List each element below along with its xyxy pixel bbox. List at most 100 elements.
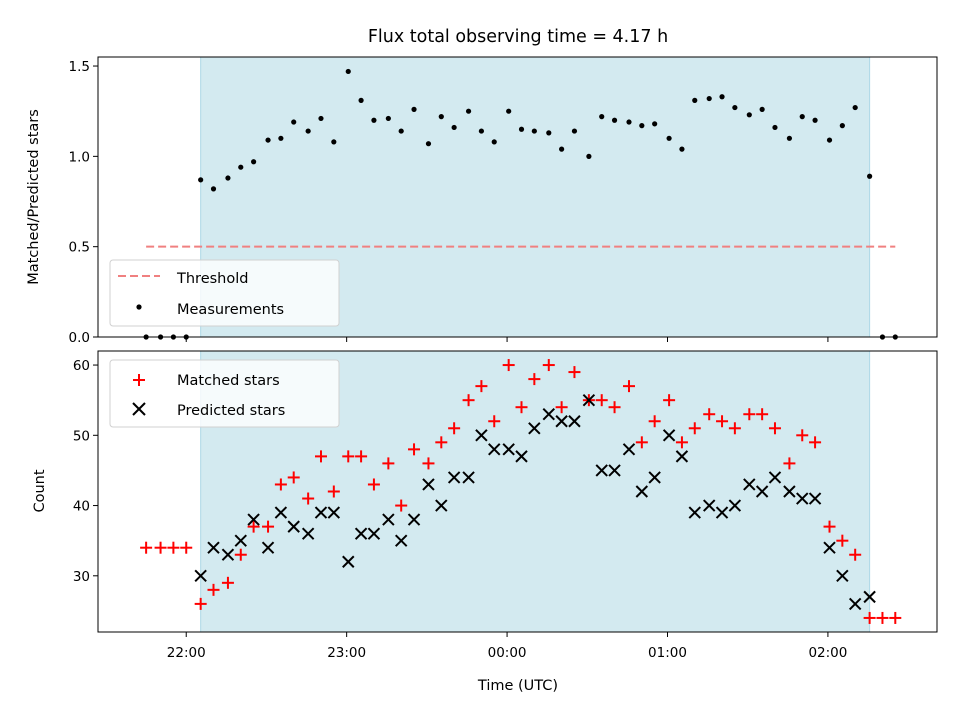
predicted-star-marker <box>635 485 649 498</box>
count-axes-frame <box>97 350 938 633</box>
predicted-star-marker <box>755 485 769 498</box>
x-tick-label: 23:00 <box>327 645 366 661</box>
measurement-point <box>812 117 818 123</box>
predicted-star-marker <box>783 485 796 498</box>
predicted-star-marker <box>863 590 876 604</box>
predicted-star-marker <box>702 499 716 512</box>
predicted-star-marker <box>528 422 541 435</box>
matched-star-marker <box>180 541 193 554</box>
matched-star-marker <box>435 436 448 449</box>
measurement-point <box>571 128 578 134</box>
predicted-stars-legend-label: Predicted stars <box>177 403 285 419</box>
measurement-point <box>478 128 485 134</box>
predicted-star-marker <box>422 478 435 491</box>
measurements-legend-label: Measurements <box>177 302 284 318</box>
measurement-point <box>331 139 337 145</box>
count-y-axis-label: Count <box>32 469 48 512</box>
matched-star-marker <box>836 534 849 547</box>
predicted-star-marker <box>796 492 809 505</box>
matched-star-marker <box>287 471 300 484</box>
matched-star-marker <box>367 478 380 491</box>
predicted-star-marker <box>327 506 341 519</box>
measurement-point <box>867 173 873 179</box>
matched-star-marker <box>768 422 781 435</box>
measurement-point <box>679 146 685 152</box>
x-axis-label: Time (UTC) <box>477 678 558 694</box>
matched-star-marker <box>716 415 729 428</box>
x-tick-label: 01:00 <box>648 645 687 661</box>
matched-star-marker <box>342 450 355 463</box>
matched-star-marker <box>876 611 889 624</box>
predicted-star-marker <box>648 471 661 484</box>
predicted-star-marker <box>261 541 275 554</box>
matched-star-marker <box>756 408 769 421</box>
threshold-legend-label: Threshold <box>176 271 248 287</box>
predicted-star-marker <box>234 534 247 547</box>
measurement-point <box>318 115 324 122</box>
matched-star-marker <box>234 548 247 561</box>
predicted-star-marker <box>568 415 581 428</box>
matched-star-marker <box>395 499 408 512</box>
ratio-axes-frame <box>97 56 938 338</box>
predicted-star-marker <box>354 527 368 540</box>
count-y-ticks: 30 40 50 60 <box>73 358 98 585</box>
matched-star-marker <box>302 492 315 505</box>
ratio-legend: Threshold Measurements <box>109 259 340 327</box>
measurement-point <box>265 137 271 143</box>
count-panel: 30 40 50 60 22:00 23:00 00:00 01:00 02:00 Count… <box>32 350 938 694</box>
matched-star-marker <box>675 436 688 449</box>
matched-star-marker <box>327 485 340 498</box>
predicted-star-marker <box>435 499 448 512</box>
ratio-y-ticks: 0.0 0.5 1.0 1.5 <box>69 59 98 346</box>
measurement-point <box>438 114 444 120</box>
predicted-star-marker <box>743 478 756 491</box>
measurement-point <box>225 175 231 181</box>
predicted-star-marker <box>475 429 488 442</box>
measurement-point <box>518 126 525 132</box>
x-tick-label: 00:00 <box>488 645 527 661</box>
ratio-legend-box <box>109 259 340 327</box>
measurement-point <box>546 130 552 136</box>
measurement-point <box>210 186 217 192</box>
matched-star-marker <box>889 611 902 624</box>
matched-star-marker <box>382 457 395 470</box>
matched-star-marker <box>635 436 648 449</box>
measurement-point <box>198 177 204 183</box>
predicted-star-marker <box>582 393 596 407</box>
predicted-star-marker <box>207 541 220 554</box>
count-x-ticks: 22:00 23:00 00:00 01:00 02:00 <box>167 632 847 661</box>
measurement-point <box>626 119 632 125</box>
matched-star-marker <box>809 436 822 449</box>
matched-star-marker <box>688 422 701 435</box>
measurement-point <box>652 121 658 127</box>
matched-star-marker <box>355 450 368 463</box>
count-y-tick-label: 60 <box>73 358 90 374</box>
matched-star-marker <box>542 359 555 372</box>
predicted-star-marker <box>314 506 328 519</box>
matched-star-marker <box>262 520 275 533</box>
ratio-y-tick-label: 1.0 <box>69 149 90 165</box>
measurement-point <box>586 153 592 159</box>
matched-star-marker <box>154 541 167 554</box>
measurement-point <box>732 104 738 111</box>
predicted-star-marker <box>407 513 421 526</box>
matched-star-marker <box>595 394 608 407</box>
ratio-y-tick-label: 0.0 <box>69 330 90 346</box>
matched-star-marker <box>823 520 836 533</box>
predicted-star-marker <box>247 513 260 526</box>
measurement-points <box>143 68 898 340</box>
measurement-point <box>799 114 805 120</box>
predicted-star-marker <box>367 527 381 540</box>
predicted-star-marker <box>462 471 475 484</box>
measurement-point <box>465 108 472 114</box>
matched-star-marker <box>796 429 809 442</box>
measurement-point <box>491 139 497 145</box>
predicted-star-marker <box>675 450 689 463</box>
measurement-point <box>759 106 765 112</box>
measurement-point <box>706 95 712 102</box>
predicted-star-marker <box>342 555 355 568</box>
predicted-star-marker <box>848 597 862 611</box>
predicted-star-marker <box>301 527 315 540</box>
predicted-star-marker <box>287 520 300 533</box>
count-y-tick-label: 40 <box>73 499 90 515</box>
